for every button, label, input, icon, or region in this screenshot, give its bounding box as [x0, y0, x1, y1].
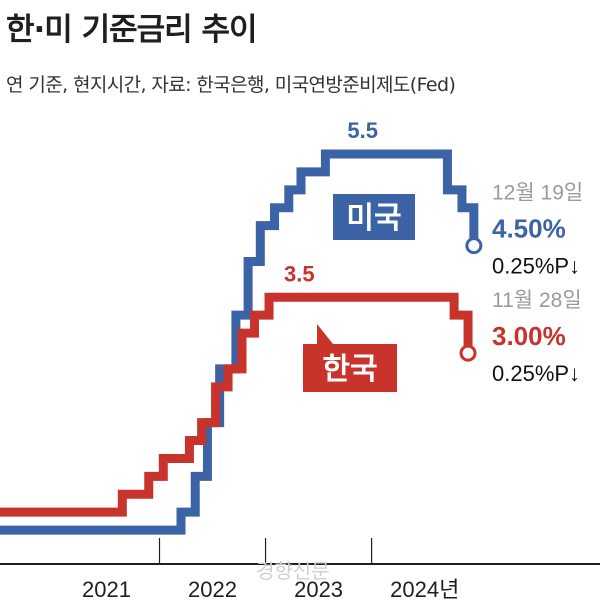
- chart-subtitle: 연 기준, 현지시간, 자료: 한국은행, 미국연방준비제도(Fed): [6, 74, 456, 96]
- series-line-us: [0, 149, 479, 535]
- chart-title: 한·미 기준금리 추이: [6, 12, 258, 48]
- series-tag-box: [333, 194, 415, 240]
- peak-value-label: 5.5: [347, 118, 378, 143]
- x-tick-label: 2022: [188, 577, 237, 602]
- last-rate-label: 4.50%: [492, 214, 566, 244]
- rate-change-label: 0.25%P↓: [492, 361, 580, 386]
- watermark-text: 경향신문: [256, 559, 330, 583]
- series-line-korea: [0, 292, 473, 517]
- end-point-marker: [459, 344, 477, 362]
- last-date-label: 11월 28일: [492, 289, 582, 312]
- x-tick-label: 2024년: [390, 577, 459, 602]
- last-rate-label: 3.00%: [492, 321, 566, 351]
- end-point-marker: [465, 237, 483, 255]
- x-tick-label: 2021: [82, 577, 131, 602]
- series-tag-pointer: [317, 324, 333, 344]
- rate-change-label: 0.25%P↓: [492, 254, 580, 279]
- series-tag-label: 미국: [346, 201, 401, 236]
- last-date-label: 12월 19일: [492, 182, 583, 205]
- x-tick-label: 2023: [294, 577, 343, 602]
- series-tag-box: [303, 344, 397, 392]
- peak-value-label: 3.5: [284, 261, 315, 286]
- series-tag-label: 한국: [322, 352, 377, 387]
